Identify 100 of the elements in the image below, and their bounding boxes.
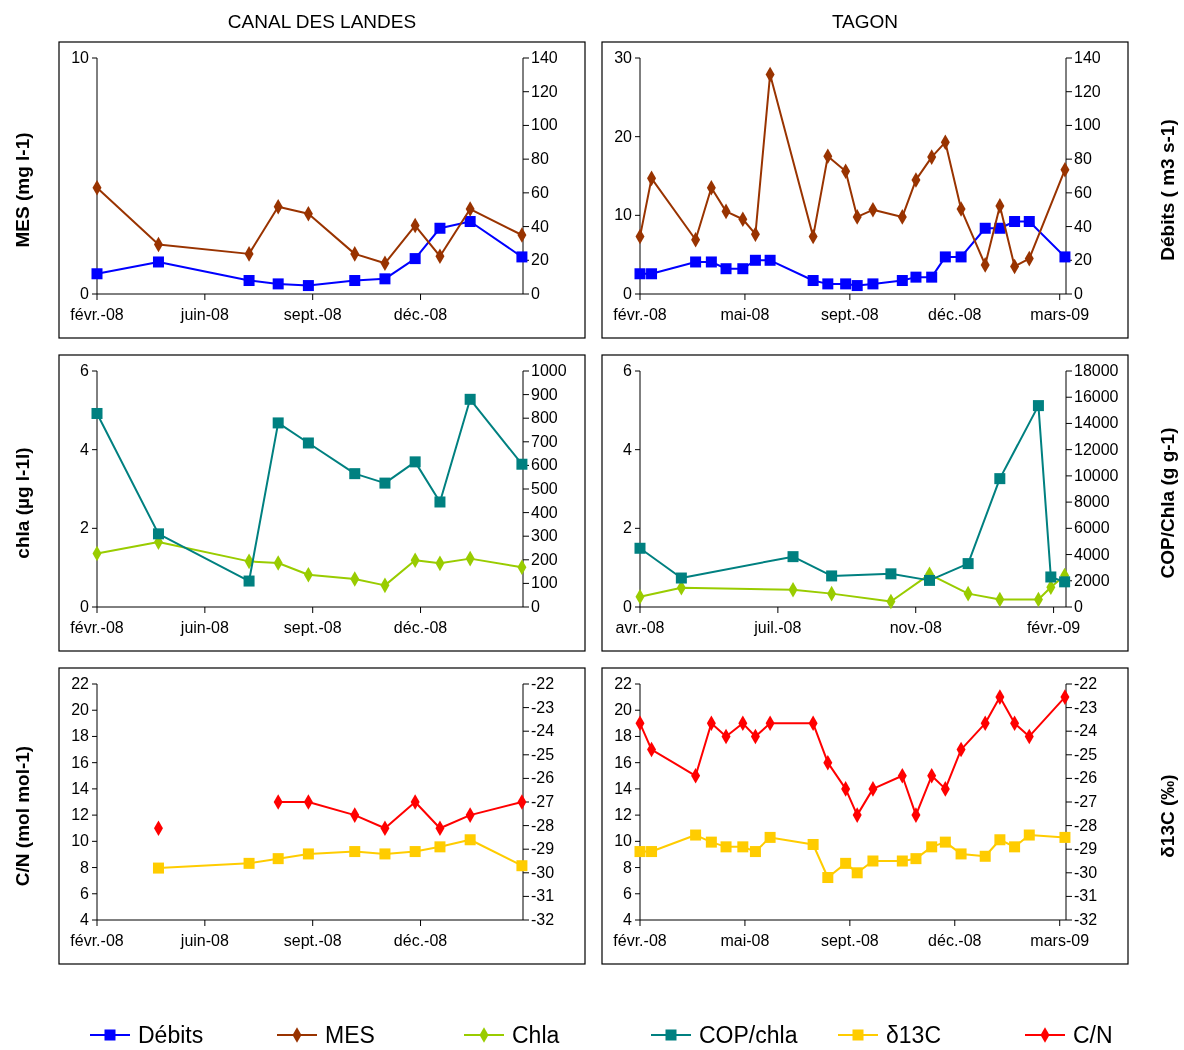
- y2-tick-label: 20: [531, 251, 549, 269]
- y2-tick-label: -30: [531, 863, 555, 881]
- point: [409, 846, 421, 858]
- point: [516, 860, 528, 872]
- y2-tick-label: -27: [531, 793, 555, 810]
- legend-label: C/N: [1073, 1022, 1113, 1048]
- y2-tick-label: 80: [1074, 150, 1092, 168]
- y2-axis-title: Débits ( m3 s-1): [1157, 119, 1178, 261]
- point: [302, 437, 314, 449]
- point: [349, 468, 361, 480]
- point: [152, 862, 164, 874]
- x-tick-label: juin-08: [179, 306, 229, 323]
- y2-tick-label: -31: [531, 887, 555, 905]
- y2-tick-label: 4000: [1074, 545, 1110, 563]
- point: [749, 846, 761, 858]
- y-tick-label: 14: [614, 779, 633, 797]
- legend-label: Débits: [138, 1022, 204, 1048]
- y-tick-label: 20: [614, 701, 633, 719]
- x-tick-label: déc.-08: [393, 306, 448, 323]
- x-tick-label: févr.-08: [70, 306, 124, 323]
- y2-tick-label: 10000: [1074, 466, 1119, 484]
- point: [910, 853, 922, 865]
- y2-tick-label: 0: [1074, 285, 1083, 302]
- y2-tick-label: 60: [1074, 183, 1092, 201]
- y-tick-label: 10: [614, 206, 633, 224]
- y2-tick-label: 100: [531, 116, 558, 134]
- y2-tick-label: 400: [531, 503, 558, 521]
- x-tick-label: mai-08: [720, 306, 770, 323]
- point: [896, 855, 908, 867]
- y-tick-label: 8: [80, 858, 90, 876]
- point: [787, 551, 799, 563]
- x-tick-label: juin-08: [179, 932, 229, 949]
- y-tick-label: 12: [614, 806, 633, 824]
- point: [272, 417, 284, 429]
- point: [926, 271, 938, 283]
- point: [379, 848, 391, 860]
- point: [1009, 841, 1021, 853]
- point: [379, 273, 391, 285]
- x-tick-label: févr.-08: [70, 932, 124, 949]
- y-tick-label: 6: [80, 362, 90, 379]
- y2-tick-label: 140: [1074, 49, 1101, 66]
- point: [826, 570, 838, 582]
- x-tick-label: juin-08: [179, 619, 229, 636]
- point: [690, 256, 702, 268]
- y2-tick-label: -25: [1074, 745, 1098, 763]
- y-tick-label: 10: [614, 832, 633, 850]
- x-tick-label: déc.-08: [928, 932, 982, 949]
- y-tick-label: 10: [71, 49, 90, 66]
- point: [994, 834, 1006, 846]
- y2-tick-label: 16000: [1074, 388, 1119, 406]
- y2-axis-title: δ13C (‰): [1157, 774, 1178, 858]
- point: [1059, 251, 1071, 263]
- y2-tick-label: 100: [531, 574, 558, 592]
- point: [764, 254, 776, 266]
- y2-tick-label: 1000: [531, 362, 567, 379]
- y2-tick-label: -29: [1074, 840, 1098, 858]
- y2-tick-label: -30: [1074, 863, 1098, 881]
- point: [705, 256, 717, 268]
- point: [896, 275, 908, 287]
- point: [822, 278, 834, 290]
- point: [690, 829, 702, 841]
- y2-tick-label: 2000: [1074, 571, 1110, 589]
- point: [152, 256, 164, 268]
- x-tick-label: sept.-08: [820, 306, 879, 323]
- y2-tick-label: 14000: [1074, 414, 1119, 432]
- point: [807, 838, 819, 850]
- y2-tick-label: 12000: [1074, 440, 1119, 458]
- point: [272, 853, 284, 865]
- y-tick-label: 6: [623, 362, 633, 379]
- point: [994, 473, 1006, 485]
- point: [885, 568, 897, 580]
- x-tick-label: févr.-08: [70, 619, 124, 636]
- x-tick-label: mai-08: [720, 932, 770, 949]
- point: [634, 542, 646, 554]
- y2-tick-label: 8000: [1074, 493, 1110, 511]
- y2-tick-label: 40: [531, 217, 549, 235]
- y2-tick-label: 900: [531, 385, 558, 403]
- y-tick-label: 0: [80, 285, 90, 302]
- y2-tick-label: 100: [1074, 116, 1101, 134]
- point: [939, 251, 951, 263]
- y2-tick-label: 6000: [1074, 519, 1110, 537]
- point: [955, 848, 967, 860]
- point: [705, 836, 717, 848]
- point: [646, 268, 658, 280]
- point: [302, 280, 314, 292]
- point: [516, 251, 528, 263]
- y2-tick-label: -22: [531, 675, 555, 692]
- y-tick-label: 16: [71, 753, 90, 771]
- point: [349, 846, 361, 858]
- point: [1059, 831, 1071, 843]
- point: [243, 857, 255, 869]
- point: [1059, 576, 1071, 588]
- y-tick-label: 0: [623, 285, 633, 302]
- point: [243, 575, 255, 587]
- point: [434, 222, 446, 234]
- point: [1023, 829, 1035, 841]
- point: [737, 841, 749, 853]
- y-tick-label: 4: [80, 911, 90, 928]
- y2-tick-label: -26: [1074, 769, 1098, 787]
- y-tick-label: 8: [623, 858, 633, 876]
